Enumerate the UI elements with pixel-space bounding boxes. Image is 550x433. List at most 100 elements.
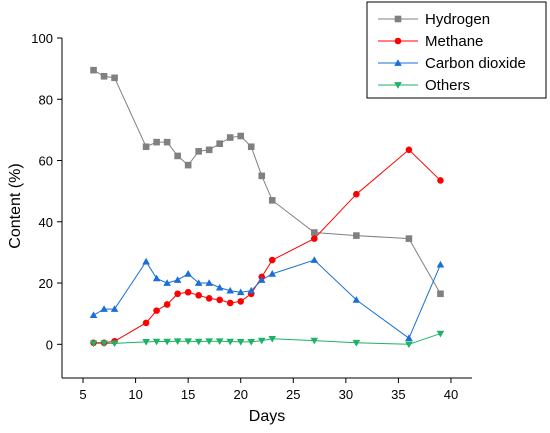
others-point <box>226 338 235 346</box>
legend-others-marker <box>394 82 402 89</box>
carbon-dioxide-point <box>89 311 98 319</box>
x-tick-label: 30 <box>339 387 353 402</box>
hydrogen-point <box>142 143 150 151</box>
y-tick-label: 80 <box>39 92 53 107</box>
others-point <box>142 339 150 346</box>
axes <box>61 38 472 379</box>
methane-point <box>205 295 213 302</box>
others-point <box>310 337 319 345</box>
carbon-dioxide-point <box>110 305 119 312</box>
x-tick-label: 20 <box>233 387 247 402</box>
carbon-dioxide-point <box>268 270 277 277</box>
methane-point <box>163 301 171 308</box>
hydrogen-point <box>90 66 97 74</box>
carbon-dioxide-point <box>405 334 413 342</box>
others-point <box>173 338 182 346</box>
others-point <box>205 338 213 346</box>
x-tick-label: 5 <box>79 387 86 402</box>
others-point <box>215 338 224 346</box>
y-tick-label: 40 <box>39 215 53 230</box>
others-point <box>247 339 256 346</box>
carbon-dioxide-point <box>194 279 203 286</box>
others-point <box>236 339 245 346</box>
hydrogen-point <box>237 132 245 140</box>
methane-point <box>153 307 160 314</box>
hydrogen-point <box>437 290 444 298</box>
hydrogen-point <box>100 72 108 80</box>
y-ticks: 0 20 40 60 80 100 <box>31 31 62 352</box>
methane-point <box>405 146 413 154</box>
carbon-dioxide-point <box>352 296 361 303</box>
carbon-dioxide-point <box>205 279 213 286</box>
carbon-dioxide-line <box>93 259 441 339</box>
x-tick-label: 15 <box>181 387 195 402</box>
carbon-dioxide-point <box>215 283 224 291</box>
carbon-dioxide-point <box>152 274 161 282</box>
hydrogen-point <box>163 138 171 146</box>
others-point <box>352 339 361 347</box>
methane-point <box>195 291 202 299</box>
hydrogen-point <box>111 74 118 82</box>
methane-line <box>93 149 441 344</box>
carbon-dioxide-point <box>310 256 319 263</box>
methane-point <box>237 298 245 305</box>
x-tick-label: 10 <box>128 387 142 402</box>
carbon-dioxide-point <box>184 270 192 277</box>
series-markers <box>89 66 445 349</box>
others-point <box>268 335 277 343</box>
hydrogen-point <box>247 143 255 151</box>
x-tick-label: 40 <box>444 387 458 402</box>
legend-hydrogen-marker <box>394 15 402 23</box>
legend-carbon-dioxide-label: Carbon dioxide <box>425 55 526 72</box>
methane-point <box>216 296 223 304</box>
hydrogen-point <box>311 229 318 236</box>
methane-point <box>174 290 181 298</box>
legend-carbon-dioxide-marker <box>394 59 402 66</box>
legend-others-label: Others <box>425 77 470 94</box>
others-point <box>194 338 203 346</box>
carbon-dioxide-point <box>257 276 266 283</box>
others-point <box>89 340 98 348</box>
legend-methane-label: Methane <box>425 33 483 50</box>
hydrogen-point <box>174 152 181 160</box>
others-point <box>184 338 192 346</box>
methane-point <box>311 235 318 242</box>
others-point <box>163 338 171 346</box>
x-tick-label: 25 <box>286 387 300 402</box>
hydrogen-point <box>353 232 360 239</box>
methane-point <box>184 288 192 296</box>
hydrogen-point <box>153 138 160 146</box>
hydrogen-point <box>268 197 276 204</box>
hydrogen-point <box>405 235 413 242</box>
others-point <box>257 337 266 345</box>
hydrogen-point <box>195 148 202 155</box>
x-tick-label: 35 <box>391 387 405 402</box>
series-lines <box>93 69 441 345</box>
methane-point <box>142 319 150 327</box>
legend: Hydrogen Methane Carbon dioxide Others <box>366 1 547 99</box>
others-point <box>100 340 108 348</box>
others-point <box>436 330 445 338</box>
others-point <box>110 340 119 348</box>
legend-hydrogen-label: Hydrogen <box>425 11 490 28</box>
methane-point <box>268 256 276 264</box>
x-ticks: 5 10 15 20 25 30 35 40 <box>79 378 458 402</box>
methane-point <box>353 190 360 198</box>
hydrogen-point <box>226 134 234 141</box>
carbon-dioxide-point <box>236 288 245 296</box>
y-tick-label: 0 <box>46 337 53 352</box>
y-tick-label: 60 <box>39 154 53 169</box>
y-axis-title: Content (%) <box>7 163 24 248</box>
hydrogen-point <box>184 161 192 169</box>
carbon-dioxide-point <box>100 305 108 312</box>
y-tick-label: 100 <box>31 31 53 46</box>
y-tick-label: 20 <box>39 276 53 291</box>
methane-point <box>226 299 234 307</box>
carbon-dioxide-point <box>173 276 182 283</box>
methane-point <box>437 177 444 184</box>
carbon-dioxide-point <box>436 260 445 268</box>
legend-methane-marker <box>394 37 402 45</box>
others-point <box>152 338 161 346</box>
hydrogen-point <box>258 172 266 180</box>
